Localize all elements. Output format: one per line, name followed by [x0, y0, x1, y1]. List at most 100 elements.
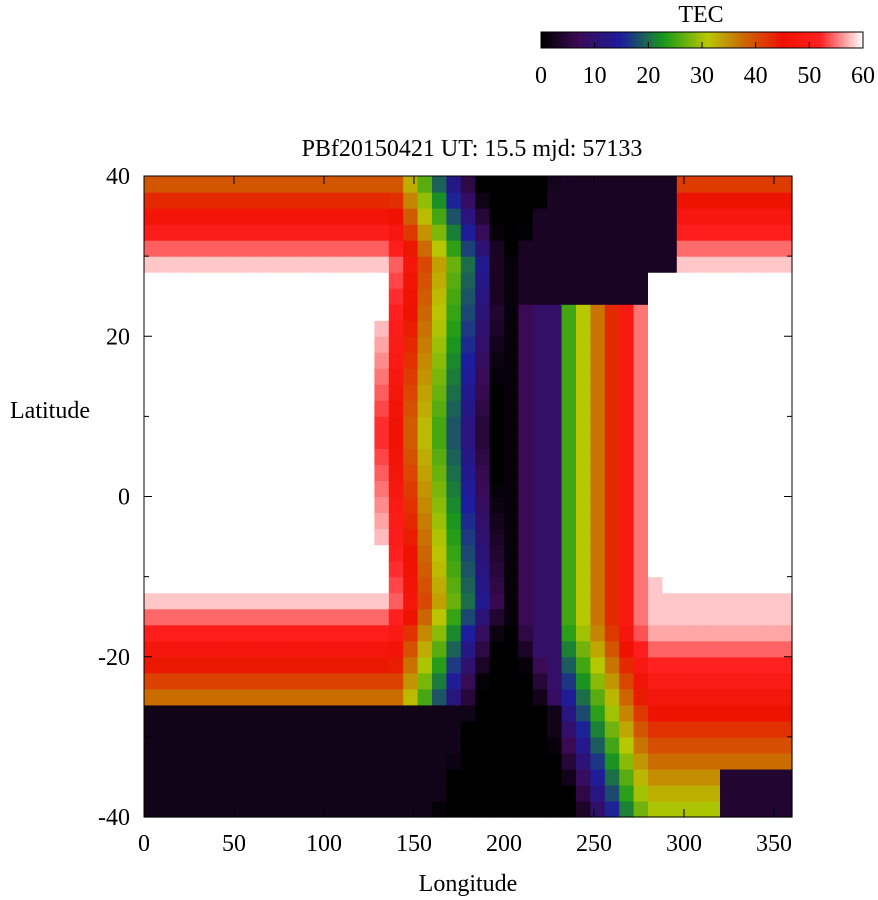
heatmap-cell — [216, 448, 231, 466]
heatmap-cell — [259, 720, 275, 738]
heatmap-cell — [403, 288, 419, 305]
heatmap-cell — [648, 624, 663, 642]
heatmap-cell — [763, 560, 779, 578]
heatmap-cell — [720, 640, 735, 658]
heatmap-cell — [633, 240, 649, 257]
heatmap-cell — [662, 256, 678, 273]
heatmap-cell — [604, 544, 620, 562]
heatmap-cell — [432, 800, 447, 818]
heatmap-cell — [403, 528, 419, 546]
y-tick-label: 40 — [106, 164, 130, 190]
heatmap-cell — [460, 704, 476, 722]
heatmap-cell — [446, 368, 462, 385]
heatmap-cell — [489, 224, 505, 241]
heatmap-cell — [489, 496, 505, 514]
heatmap-cell — [432, 400, 447, 417]
heatmap-cell — [576, 720, 591, 738]
heatmap-cell — [230, 432, 246, 450]
heatmap-cell — [763, 176, 779, 193]
heatmap-cell — [648, 448, 663, 466]
heatmap-cell — [475, 320, 491, 337]
heatmap-cell — [590, 352, 606, 369]
heatmap-cell — [705, 512, 721, 530]
heatmap-cell — [230, 640, 246, 658]
heatmap-cell — [259, 752, 275, 770]
heatmap-cells — [144, 176, 793, 818]
heatmap-cell — [374, 560, 390, 578]
heatmap-cell — [547, 176, 563, 193]
heatmap-cell — [475, 400, 491, 417]
heatmap-cell — [316, 320, 332, 337]
heatmap-cell — [590, 688, 606, 706]
heatmap-cell — [590, 768, 606, 786]
heatmap-cell — [403, 512, 419, 530]
heatmap-cell — [676, 304, 692, 321]
heatmap-cell — [504, 336, 519, 353]
heatmap-cell — [489, 208, 505, 225]
heatmap-cell — [187, 304, 203, 321]
heatmap-cell — [576, 384, 591, 401]
heatmap-cell — [720, 384, 735, 401]
heatmap-cell — [374, 752, 390, 770]
heatmap-cell — [144, 768, 159, 786]
heatmap-cell — [345, 736, 361, 754]
heatmap-cell — [705, 608, 721, 626]
heatmap-cell — [547, 240, 563, 257]
heatmap-cell — [259, 192, 275, 209]
heatmap-cell — [158, 240, 174, 257]
heatmap-cell — [720, 272, 735, 289]
heatmap-cell — [705, 224, 721, 241]
heatmap-cell — [331, 352, 347, 369]
heatmap-cell — [144, 560, 159, 578]
heatmap-cell — [777, 192, 793, 209]
heatmap-cell — [676, 608, 692, 626]
heatmap-cell — [633, 304, 649, 321]
x-tick-label: 200 — [486, 831, 522, 857]
heatmap-cell — [604, 768, 620, 786]
heatmap-cell — [403, 608, 419, 626]
heatmap-cell — [532, 240, 548, 257]
heatmap-cell — [504, 352, 519, 369]
heatmap-cell — [691, 288, 707, 305]
heatmap-cell — [705, 672, 721, 690]
heatmap-cell — [201, 736, 217, 754]
heatmap-cell — [302, 256, 318, 273]
heatmap-cell — [604, 320, 620, 337]
heatmap-cell — [561, 608, 577, 626]
heatmap-cell — [144, 192, 159, 209]
heatmap-cell — [288, 672, 303, 690]
heatmap-cell — [230, 544, 246, 562]
heatmap-cell — [144, 384, 159, 401]
heatmap-cell — [633, 320, 649, 337]
heatmap-cell — [734, 240, 750, 257]
heatmap-cell — [734, 800, 750, 818]
heatmap-cell — [388, 272, 404, 289]
heatmap-cell — [388, 800, 404, 818]
heatmap-cell — [748, 752, 764, 770]
heatmap-cell — [201, 592, 217, 610]
heatmap-cell — [158, 384, 174, 401]
heatmap-cell — [590, 480, 606, 498]
heatmap-cell — [446, 176, 462, 193]
heatmap-cell — [403, 352, 419, 369]
heatmap-cell — [374, 688, 390, 706]
heatmap-cell — [504, 240, 519, 257]
heatmap-cell — [216, 784, 231, 802]
heatmap-cell — [576, 688, 591, 706]
heatmap-cell — [547, 352, 563, 369]
heatmap-cell — [288, 400, 303, 417]
heatmap-cell — [504, 592, 519, 610]
heatmap-cell — [172, 208, 188, 225]
heatmap-cell — [244, 176, 260, 193]
heatmap-cell — [662, 576, 678, 594]
colorbar-tick-label: 50 — [797, 63, 821, 89]
heatmap-cell — [201, 448, 217, 466]
heatmap-cell — [489, 336, 505, 353]
heatmap-cell — [576, 528, 591, 546]
x-tick-label: 0 — [138, 831, 150, 857]
heatmap-cell — [561, 624, 577, 642]
heatmap-cell — [374, 432, 390, 450]
heatmap-cell — [374, 592, 390, 610]
heatmap-cell — [244, 272, 260, 289]
heatmap-cell — [216, 400, 231, 417]
